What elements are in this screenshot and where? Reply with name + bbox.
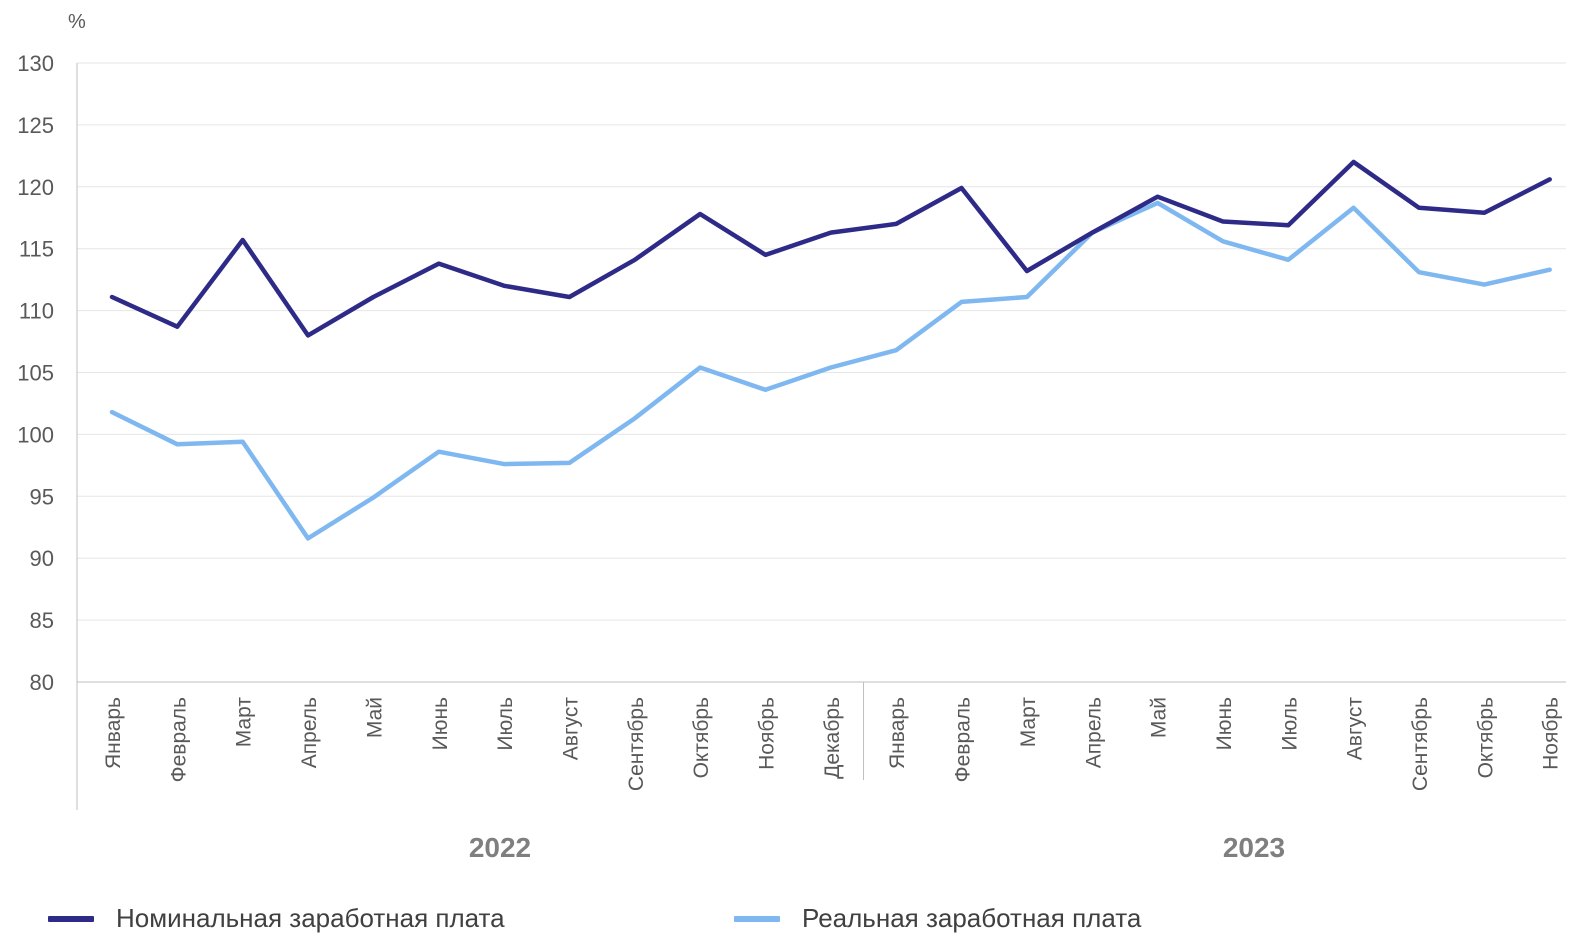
x-category-label: Июль [1278,697,1301,751]
y-tick-label: 110 [19,299,54,324]
y-tick-label: 95 [30,484,54,509]
x-category-label: Сентябрь [625,697,648,791]
y-tick-label: 130 [17,51,54,76]
x-category-label: Декабрь [821,697,844,779]
x-category-label: Март [1017,697,1040,748]
y-tick-label: 90 [30,546,54,571]
x-category-label: Октябрь [690,697,713,778]
x-category-label: Октябрь [1474,697,1497,778]
y-tick-label: 120 [17,175,54,200]
x-category-label: Июль [494,697,517,751]
gridlines [77,62,1566,621]
x-category-label: Ноябрь [1540,697,1563,770]
y-axis-ticks: 80 85 90 95 100 105 110 115 120 125 130 [17,51,54,695]
y-axis-unit-label: % [68,11,86,33]
x-axis-year-groups: 2022 2023 [76,682,1285,863]
x-category-label: Апрель [298,697,321,768]
legend-swatch-real [734,915,780,922]
legend-label-nominal: Номинальная заработная плата [116,903,505,933]
x-category-label: Июнь [429,697,452,750]
x-category-label: Июнь [1213,697,1236,750]
series-lines [109,159,1552,541]
x-category-label: Февраль [167,697,190,782]
y-tick-label: 125 [17,113,54,138]
y-tick-label: 105 [17,361,54,386]
x-category-label: Май [1148,697,1171,738]
legend-item-nominal: Номинальная заработная плата [48,903,505,934]
x-axis-categories: Январь Февраль Март Апрель Май Июнь Июль Август… [102,697,1563,791]
x-category-label: Ноябрь [756,697,779,770]
x-category-label: Февраль [952,697,975,782]
y-tick-label: 80 [30,670,54,695]
legend-item-real: Реальная заработная плата [734,903,1141,934]
x-category-label: Май [363,697,386,738]
x-category-label: Сентябрь [1409,697,1432,791]
x-category-label: Март [233,697,256,748]
y-tick-label: 100 [17,422,54,447]
legend-label-real: Реальная заработная плата [802,903,1142,933]
y-tick-label: 85 [30,608,54,633]
x-category-label: Январь [886,697,909,769]
x-category-label: Август [1344,697,1367,761]
legend-swatch-nominal [48,915,94,922]
x-category-label: Апрель [1082,697,1105,768]
year-group-label: 2022 [469,832,531,863]
series-line-nominal [109,159,1552,338]
year-group-label: 2023 [1223,832,1285,863]
y-tick-label: 115 [19,237,54,262]
x-category-label: Август [559,697,582,761]
series-line-real [109,200,1552,541]
axes [76,63,1566,683]
x-category-label: Январь [102,697,125,769]
